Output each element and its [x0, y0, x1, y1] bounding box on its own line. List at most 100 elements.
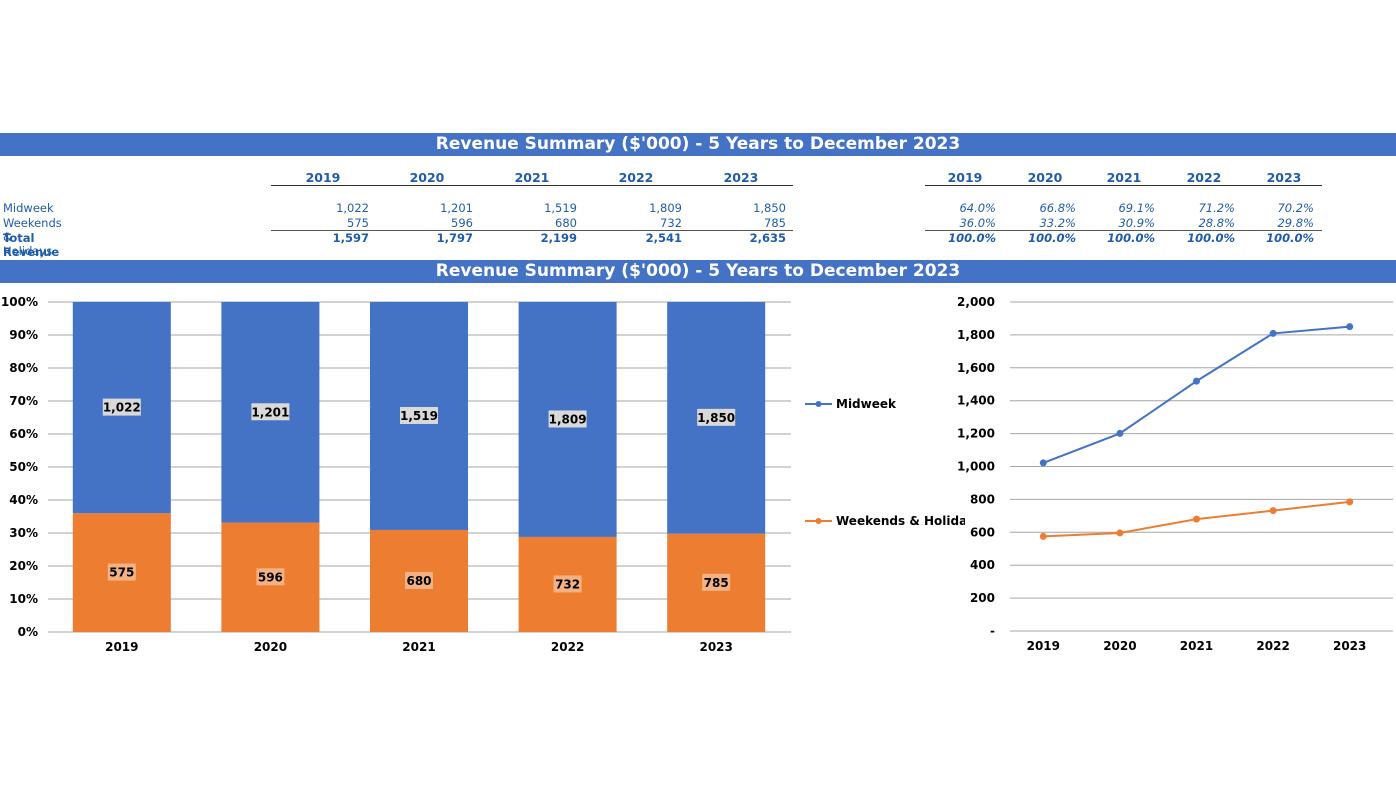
data-label-box	[102, 398, 141, 416]
pct-cell: 69.1%	[1118, 201, 1155, 215]
data-point	[1346, 498, 1354, 506]
data-point	[1269, 329, 1277, 337]
y-tick-label: 50%	[9, 460, 38, 474]
year-header: 2022	[618, 170, 654, 185]
row-label: Midweek	[3, 201, 54, 215]
data-label-box	[400, 406, 438, 424]
data-point	[1346, 323, 1354, 331]
value-cell: 1,850	[753, 201, 786, 215]
data-point	[1039, 459, 1047, 467]
value-cell: 785	[764, 216, 786, 230]
y-tick-label: 200	[970, 591, 995, 605]
y-tick-label: 90%	[9, 328, 38, 342]
pct-cell: 30.9%	[1118, 216, 1155, 230]
series-line	[1042, 325, 1350, 464]
value-cell: 1,022	[336, 201, 369, 215]
y-tick-label: 2,000	[957, 295, 995, 309]
legend-label: Weekends & Holidays	[836, 514, 965, 528]
summary-title-banner: Revenue Summary ($'000) - 5 Years to Dec…	[0, 133, 1396, 156]
data-label-midweek: 1,201	[251, 405, 289, 419]
pct-cell: 33.2%	[1039, 216, 1076, 230]
y-tick-label: 600	[970, 525, 995, 539]
value-cell: 575	[347, 216, 369, 230]
pct-cell: 28.8%	[1198, 216, 1235, 230]
total-pct-cell: 100.0%	[1028, 231, 1076, 245]
data-label-weekends: 732	[555, 577, 580, 591]
y-tick-label: 60%	[9, 427, 38, 441]
pct-cell: 66.8%	[1039, 201, 1076, 215]
data-label-box	[256, 568, 285, 586]
total-cell: 1,597	[332, 231, 369, 245]
y-tick-label: 100%	[1, 295, 38, 309]
chart-title-banner: Revenue Summary ($'000) - 5 Years to Dec…	[0, 260, 1396, 283]
data-label-box	[702, 573, 731, 591]
value-cell: 1,809	[649, 201, 682, 215]
pct-year-header: 2022	[1186, 170, 1222, 185]
y-tick-label: 1,400	[957, 394, 995, 408]
value-cell: 1,201	[440, 201, 473, 215]
value-cell: 680	[555, 216, 577, 230]
data-label-box	[697, 408, 736, 426]
data-point	[1039, 532, 1047, 540]
pct-cell: 29.8%	[1277, 216, 1314, 230]
total-cell: 2,199	[540, 231, 577, 245]
total-label: Total Revenue	[3, 231, 60, 259]
year-header: 2021	[514, 170, 550, 185]
total-rule	[271, 230, 793, 231]
data-label-midweek: 1,022	[103, 401, 141, 415]
pct-year-header: 2023	[1266, 170, 1302, 185]
total-pct-cell: 100.0%	[948, 231, 996, 245]
y-tick-label: 10%	[9, 592, 38, 606]
year-header: 2020	[409, 170, 445, 185]
x-tick-label: 2021	[402, 640, 435, 654]
total-cell: 2,541	[645, 231, 682, 245]
data-label-weekends: 596	[258, 570, 283, 584]
total-pct-cell: 100.0%	[1107, 231, 1155, 245]
pct-year-header: 2021	[1106, 170, 1142, 185]
x-tick-label: 2023	[699, 640, 732, 654]
data-label-midweek: 1,850	[697, 411, 735, 425]
y-tick-label: 800	[970, 492, 995, 506]
data-label-box	[405, 571, 433, 589]
y-tick-label: 400	[970, 558, 995, 572]
revenue-line-chart: - 200 400 600 800 1,000 1,200 1,400 1,600 1,800 2,…	[957, 295, 1393, 653]
data-label-box	[251, 403, 290, 421]
pct-cell: 64.0%	[959, 201, 996, 215]
pct-cell: 36.0%	[959, 216, 996, 230]
y-tick-label: 1,600	[957, 361, 995, 375]
y-tick-label: 30%	[9, 526, 38, 540]
legend-marker	[815, 518, 822, 524]
y-tick-label: 1,000	[957, 460, 995, 474]
data-point	[1269, 507, 1277, 515]
pct-cell: 70.2%	[1277, 201, 1314, 215]
value-cell: 596	[451, 216, 473, 230]
data-label-weekends: 680	[406, 574, 431, 588]
year-header: 2019	[305, 170, 341, 185]
data-point	[1193, 515, 1200, 523]
row-label: Weekends & Holidays	[3, 216, 62, 258]
data-label-box	[548, 410, 587, 428]
x-tick-label: 2019	[1027, 639, 1060, 653]
x-tick-label: 2021	[1180, 639, 1213, 653]
y-tick-label: 70%	[9, 394, 38, 408]
y-tick-label: 0%	[18, 625, 38, 639]
header-rule	[271, 185, 793, 186]
legend-marker	[815, 401, 822, 407]
data-label-midweek: 1,519	[400, 409, 438, 423]
y-tick-label: 1,800	[957, 328, 995, 342]
stacked-percent-bar-chart: 0% 10% 20% 30% 40% 50% 60% 70% 80% 90% 100% 1,022 57…	[1, 295, 965, 654]
x-tick-label: 2023	[1333, 639, 1366, 653]
data-point	[1116, 429, 1124, 437]
y-tick-label: 20%	[9, 559, 38, 573]
pct-header-rule	[925, 185, 1322, 186]
pct-total-rule	[925, 230, 1322, 231]
y-tick-label: -	[990, 624, 995, 638]
total-cell: 2,635	[749, 231, 786, 245]
y-tick-label: 40%	[9, 493, 38, 507]
data-label-box	[107, 563, 136, 581]
data-label-weekends: 575	[109, 566, 134, 580]
total-cell: 1,797	[436, 231, 473, 245]
data-label-weekends: 785	[704, 576, 729, 590]
y-tick-label: 80%	[9, 361, 38, 375]
legend-label: Midweek	[836, 397, 897, 411]
